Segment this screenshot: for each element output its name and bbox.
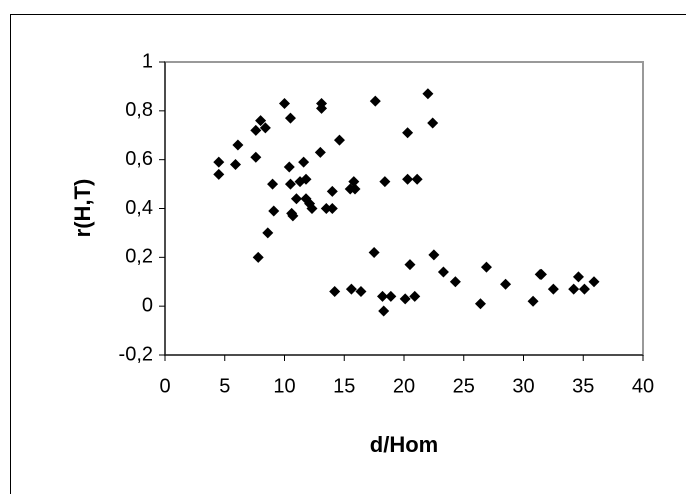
point	[290, 193, 302, 205]
point	[568, 283, 580, 295]
x-tick-label: 20	[393, 375, 415, 397]
point	[298, 156, 310, 168]
point	[404, 259, 416, 271]
x-tick-label: 5	[219, 375, 230, 397]
point	[287, 210, 299, 222]
y-tick-label: 0	[142, 294, 153, 316]
point	[255, 115, 267, 127]
point	[349, 183, 361, 195]
point	[320, 203, 332, 214]
point	[267, 178, 279, 190]
point	[230, 159, 242, 171]
point	[411, 173, 423, 185]
point	[368, 246, 380, 258]
x-tick-label: 0	[159, 375, 170, 397]
point	[348, 176, 360, 188]
point	[345, 283, 357, 295]
point	[250, 151, 262, 163]
point	[480, 261, 492, 273]
point	[326, 185, 338, 197]
point	[535, 268, 547, 280]
point	[422, 88, 434, 100]
x-tick-label: 40	[632, 375, 654, 397]
point	[449, 276, 461, 288]
chart-frame	[10, 14, 686, 494]
point	[588, 276, 600, 288]
point	[379, 176, 391, 188]
point	[399, 293, 411, 305]
point	[284, 112, 296, 124]
y-tick-label: 0,4	[125, 197, 153, 219]
plot-area	[164, 61, 644, 356]
point	[306, 203, 318, 214]
point	[355, 286, 367, 298]
point	[213, 168, 225, 180]
point	[262, 227, 274, 239]
point	[284, 178, 296, 190]
y-tick-label: 0,8	[125, 99, 153, 121]
point	[300, 173, 312, 185]
point	[369, 95, 381, 107]
point	[279, 98, 290, 110]
point	[402, 127, 414, 139]
point	[232, 139, 244, 151]
x-tick-label: 30	[512, 375, 534, 397]
x-tick-label: 10	[273, 375, 295, 397]
point	[333, 134, 345, 146]
point	[578, 283, 590, 295]
point	[213, 156, 225, 168]
x-tick-label: 25	[453, 375, 475, 397]
y-tick-label: 0,6	[125, 148, 153, 170]
point	[329, 286, 341, 298]
point	[314, 146, 326, 158]
point	[500, 278, 512, 290]
point	[250, 124, 262, 136]
point	[527, 295, 539, 307]
point	[409, 290, 421, 302]
point	[376, 290, 388, 302]
x-tick-label: 15	[333, 375, 355, 397]
point	[326, 203, 338, 214]
point	[402, 173, 414, 185]
point	[316, 102, 328, 114]
point	[385, 290, 397, 302]
y-axis-title: r(H,T)	[70, 179, 95, 238]
y-tick-label: -0,2	[119, 343, 153, 365]
point	[474, 298, 486, 310]
y-tick-label: 0,2	[125, 246, 153, 268]
x-axis-title: d/Hom	[370, 432, 438, 457]
point	[428, 249, 440, 261]
point	[268, 205, 280, 217]
point	[572, 271, 584, 283]
point	[378, 305, 390, 317]
point	[283, 161, 295, 173]
point	[427, 117, 439, 129]
point	[547, 283, 559, 295]
point	[252, 251, 264, 263]
x-tick-label: 35	[572, 375, 594, 397]
y-tick-label: 1	[142, 50, 153, 72]
point	[259, 122, 271, 134]
point	[437, 266, 449, 278]
